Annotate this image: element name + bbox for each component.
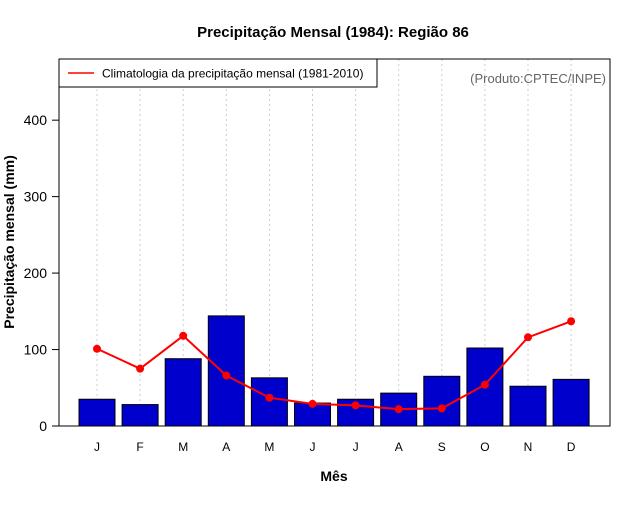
watermark-text: (Produto:CPTEC/INPE): [470, 71, 606, 86]
climatology-line: [96, 320, 572, 411]
x-tick-label: J: [94, 440, 100, 454]
climatology-point-12: [567, 317, 576, 326]
x-tick-label: M: [264, 440, 274, 454]
climatology-point-8: [394, 405, 403, 414]
bars-group: [78, 315, 590, 427]
x-tick-label: A: [222, 440, 230, 454]
climatology-point-6: [308, 399, 317, 408]
x-tick-label: A: [395, 440, 403, 454]
climatology-point-1: [93, 344, 101, 353]
bar-4: [207, 315, 245, 427]
legend-label: Climatologia da precipitação mensal (198…: [102, 67, 363, 81]
bar-3: [164, 358, 202, 427]
climatology-point-10: [480, 380, 489, 389]
bar-9: [423, 375, 461, 427]
x-tick-label: J: [310, 440, 316, 454]
climatology-line-group: [93, 317, 576, 414]
bar-5: [250, 377, 288, 427]
bar-1: [78, 398, 116, 427]
y-tick-label: 0: [39, 418, 47, 434]
x-tick-label: D: [567, 440, 576, 454]
x-tick-label: O: [480, 440, 489, 454]
climatology-point-3: [179, 331, 188, 340]
bar-11: [509, 385, 547, 427]
y-axis: 0 100 200 300 400: [24, 112, 60, 434]
x-tick-label: S: [438, 440, 446, 454]
x-axis-label: Mês: [320, 468, 347, 484]
y-tick-label: 400: [24, 112, 48, 128]
x-tick-label: M: [178, 440, 188, 454]
chart-title: Precipitação Mensal (1984): Região 86: [197, 24, 469, 41]
climatology-point-2: [136, 364, 145, 373]
y-tick-label: 300: [24, 189, 48, 205]
x-tick-label: F: [136, 440, 143, 454]
climatology-point-7: [351, 401, 360, 410]
climatology-point-4: [222, 371, 231, 380]
bar-2: [121, 404, 159, 427]
climatology-point-11: [524, 333, 532, 342]
bar-12: [552, 378, 590, 427]
y-tick-label: 100: [24, 342, 48, 358]
legend-box: [58, 58, 378, 88]
y-axis-label: Precipitação mensal (mm): [1, 155, 17, 329]
climatology-point-5: [265, 393, 274, 402]
x-tick-label: N: [524, 440, 533, 454]
climatology-point-9: [437, 404, 446, 413]
legend: Climatologia da precipitação mensal (198…: [58, 58, 378, 88]
x-tick-label: J: [353, 440, 359, 454]
y-tick-label: 200: [24, 265, 48, 281]
